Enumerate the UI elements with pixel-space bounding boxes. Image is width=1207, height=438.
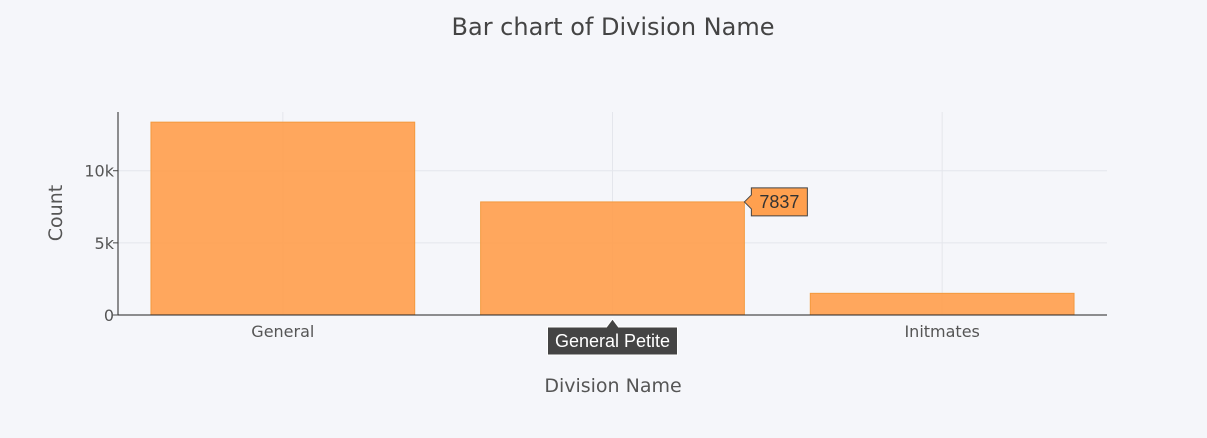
y-tick-label: 5k xyxy=(95,234,115,253)
bar-initmates[interactable] xyxy=(809,292,1075,316)
hover-layer: General Petite 7837 xyxy=(547,187,808,356)
y-axis-title: Count xyxy=(45,185,67,241)
bar-general-petite[interactable] xyxy=(480,201,745,316)
y-tick-label: 0 xyxy=(104,306,114,325)
bar-general[interactable] xyxy=(150,121,416,316)
value-hover-label-box xyxy=(743,187,808,217)
axis-layer: 0 5k 10k General Initmates xyxy=(84,112,1107,341)
x-tick-label: Initmates xyxy=(904,322,979,341)
x-hover-label: General Petite xyxy=(555,331,670,351)
x-axis-title: Division Name xyxy=(544,375,681,397)
x-hover-label-box xyxy=(547,318,678,356)
chart-title: Bar chart of Division Name xyxy=(452,13,775,41)
x-tick-label: General xyxy=(251,322,314,341)
bar-layer xyxy=(150,121,1075,316)
y-tick-label: 10k xyxy=(84,162,114,181)
value-hover-label: 7837 xyxy=(759,192,799,212)
